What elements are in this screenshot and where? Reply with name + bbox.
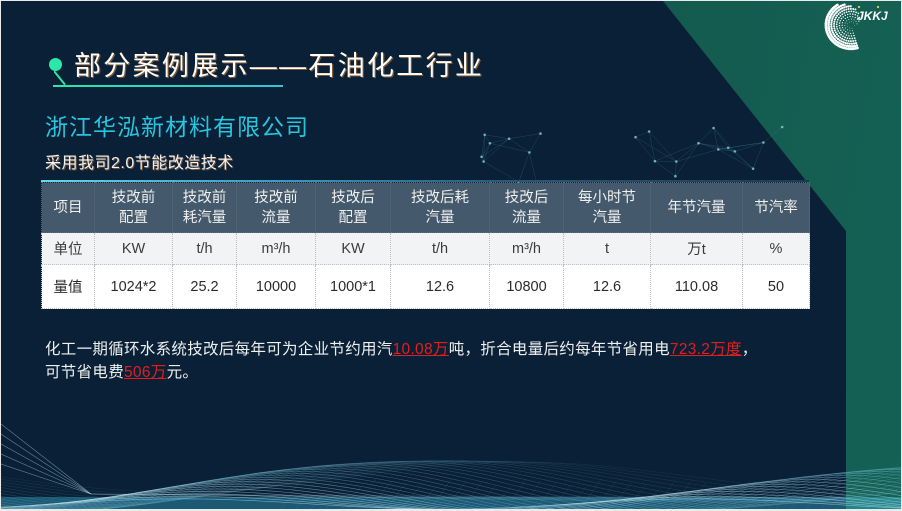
svg-text:JKKJ: JKKJ [857,9,888,23]
